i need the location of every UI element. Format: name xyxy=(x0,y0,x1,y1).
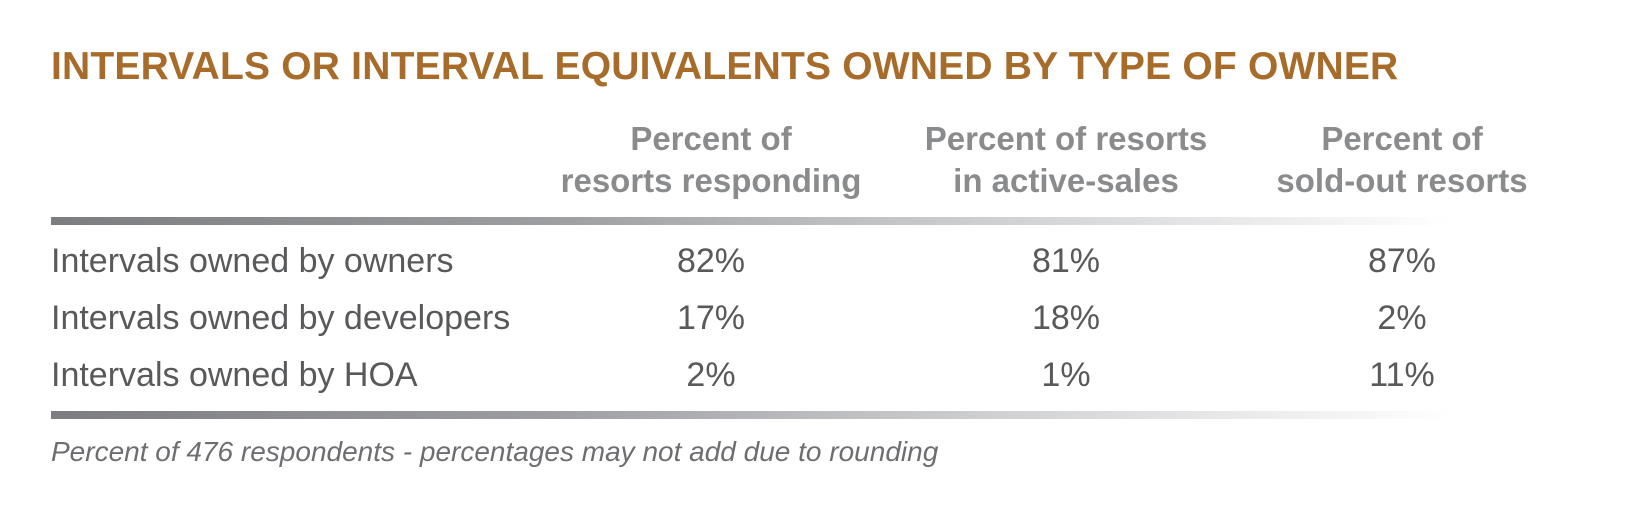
column-header-active-sales: Percent of resorts in active-sales xyxy=(886,118,1246,202)
column-header-line: in active-sales xyxy=(953,162,1179,199)
footnote: Percent of 476 respondents - percentages… xyxy=(51,436,939,467)
cell-developers-responding: 17% xyxy=(676,299,746,337)
cell-developers-sold-out: 2% xyxy=(1377,299,1427,337)
cell-hoa-active-sales: 1% xyxy=(1041,356,1091,394)
row-label-developers: Intervals owned by developers xyxy=(51,299,511,337)
cell-hoa-responding: 2% xyxy=(686,356,736,394)
column-header-resorts-responding: Percent of resorts responding xyxy=(531,118,891,202)
column-header-line: sold-out resorts xyxy=(1276,162,1528,199)
column-header-line: Percent of xyxy=(1321,120,1483,157)
chart-title: INTERVALS OR INTERVAL EQUIVALENTS OWNED … xyxy=(51,45,1399,88)
column-header-line: Percent of xyxy=(630,120,792,157)
cell-owners-sold-out: 87% xyxy=(1367,242,1437,280)
column-header-sold-out: Percent of sold-out resorts xyxy=(1222,118,1582,202)
cell-hoa-sold-out: 11% xyxy=(1369,356,1435,394)
cell-owners-responding: 82% xyxy=(676,242,746,280)
footer-divider xyxy=(51,411,1451,419)
cell-owners-active-sales: 81% xyxy=(1031,242,1101,280)
row-label-hoa: Intervals owned by HOA xyxy=(51,356,418,394)
column-header-line: Percent of resorts xyxy=(924,120,1208,157)
row-label-owners: Intervals owned by owners xyxy=(51,242,454,280)
cell-developers-active-sales: 18% xyxy=(1031,299,1101,337)
column-header-line: resorts responding xyxy=(560,162,862,199)
header-divider xyxy=(51,217,1451,225)
